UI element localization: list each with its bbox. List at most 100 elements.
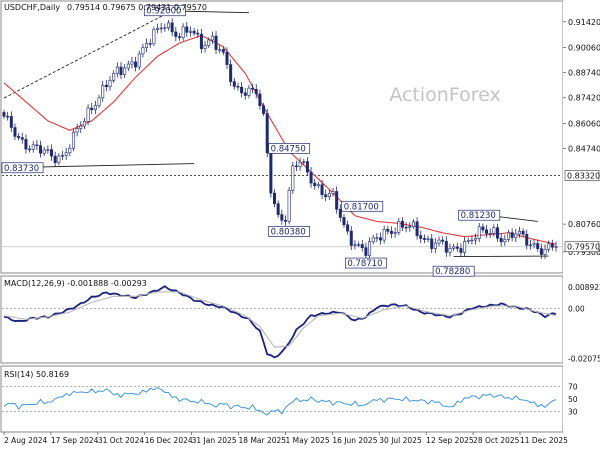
candle-body	[389, 231, 393, 234]
macd-pane-frame	[0, 275, 564, 364]
candle-body	[240, 86, 244, 94]
candle-body	[313, 182, 317, 187]
candle-body	[474, 238, 478, 241]
candle-body	[35, 144, 39, 146]
candle-body	[550, 243, 554, 248]
candle-body	[57, 155, 61, 164]
macd-tick-label: 0.008923	[568, 283, 600, 292]
candle-body	[433, 242, 437, 249]
price-annotation-group: 0.92000 0.83730 0.84750 0.80380 0.81700 0.787…	[1, 5, 501, 277]
candle-body	[525, 234, 529, 246]
candle-body	[543, 248, 547, 255]
candle-body	[415, 221, 419, 236]
candle-body	[426, 238, 430, 240]
candle-body	[349, 230, 353, 246]
macd-tick-label: -0.020759	[568, 355, 600, 364]
candle-body	[232, 81, 236, 87]
candle-body	[24, 139, 28, 150]
candle-body	[141, 47, 145, 55]
candle-body	[207, 39, 211, 46]
candle-body	[156, 27, 160, 30]
rsi-line	[3, 386, 557, 416]
candle-body	[104, 84, 108, 88]
candle-body	[335, 191, 339, 210]
candle-body	[419, 235, 423, 239]
candle-body	[225, 51, 229, 65]
candle-body	[39, 145, 43, 154]
candle-body	[221, 49, 225, 53]
candle-body	[327, 192, 331, 198]
time-tick-label: 1 May 2025	[285, 436, 329, 445]
candle-body	[262, 105, 266, 114]
time-tick-label: 17 Sep 2024	[51, 436, 99, 445]
rsi-header: RSI(14) 50.8169	[4, 370, 69, 379]
candle-body	[379, 237, 383, 241]
candle-body	[455, 246, 459, 249]
candle-body	[298, 161, 302, 167]
trendline	[453, 255, 549, 258]
candle-body	[287, 190, 291, 222]
time-tick-label: 16 Dec 2024	[145, 436, 193, 445]
annotation-label: 0.78710	[347, 259, 382, 269]
candle-body	[148, 43, 152, 45]
candle-body	[411, 221, 415, 227]
candle-body	[459, 248, 463, 253]
candle-body	[20, 137, 24, 140]
candle-body	[265, 113, 269, 154]
candle-body	[79, 125, 83, 129]
candle-body	[528, 244, 532, 246]
moving-average-group	[3, 34, 557, 245]
annotation-label: 0.80380	[271, 227, 306, 237]
time-tick-label: 16 Jun 2025	[332, 436, 377, 445]
candle-body	[42, 149, 46, 154]
candle-body	[477, 226, 481, 239]
candle-body	[521, 230, 525, 235]
macd-header: MACD(12,26,9) -0.001888 -0.00293	[4, 279, 147, 288]
candle-body	[517, 230, 521, 235]
candle-body	[9, 116, 13, 128]
candle-body	[503, 239, 507, 243]
candle-body	[17, 136, 21, 138]
candle-body	[68, 147, 72, 154]
candle-body	[437, 239, 441, 244]
candlestick-group	[2, 18, 558, 261]
rsi-tick-label: 30	[568, 407, 578, 416]
last-price-tag-label: 0.79570	[567, 243, 600, 252]
candle-body	[375, 237, 379, 239]
candle-body	[192, 30, 196, 34]
annotation-box	[268, 143, 311, 154]
candle-body	[510, 232, 514, 238]
annotation-box	[341, 200, 384, 212]
candle-body	[331, 191, 335, 194]
candle-body	[280, 214, 284, 221]
annotation-label: 0.92000	[146, 7, 181, 17]
candle-body	[444, 241, 448, 253]
candle-body	[254, 88, 258, 95]
annotation-label: 0.78280	[435, 267, 470, 277]
annotation-box	[143, 5, 186, 17]
candle-body	[28, 148, 32, 151]
candle-body	[481, 226, 485, 231]
candle-body	[554, 246, 558, 248]
candle-body	[218, 49, 222, 51]
candle-body	[342, 217, 346, 226]
candle-body	[422, 238, 426, 240]
candle-body	[112, 72, 116, 81]
price-tick-label: 0.91420	[568, 18, 600, 27]
candle-body	[126, 63, 130, 69]
price-tick-label: 0.87420	[568, 94, 600, 103]
rsi-tick-label: 70	[568, 383, 578, 392]
time-tick-label: 28 Oct 2025	[473, 436, 520, 445]
candle-body	[368, 241, 372, 256]
candle-body	[177, 36, 181, 38]
time-tick-label: 18 Mar 2025	[239, 436, 287, 445]
candle-body	[338, 208, 342, 218]
candle-body	[123, 67, 127, 75]
rsi-tick-label: 50	[568, 395, 578, 404]
candle-body	[163, 27, 167, 29]
time-tick-label: 31 Jan 2025	[192, 436, 237, 445]
candle-body	[167, 22, 171, 29]
candle-body	[547, 243, 551, 250]
candle-body	[273, 192, 277, 205]
